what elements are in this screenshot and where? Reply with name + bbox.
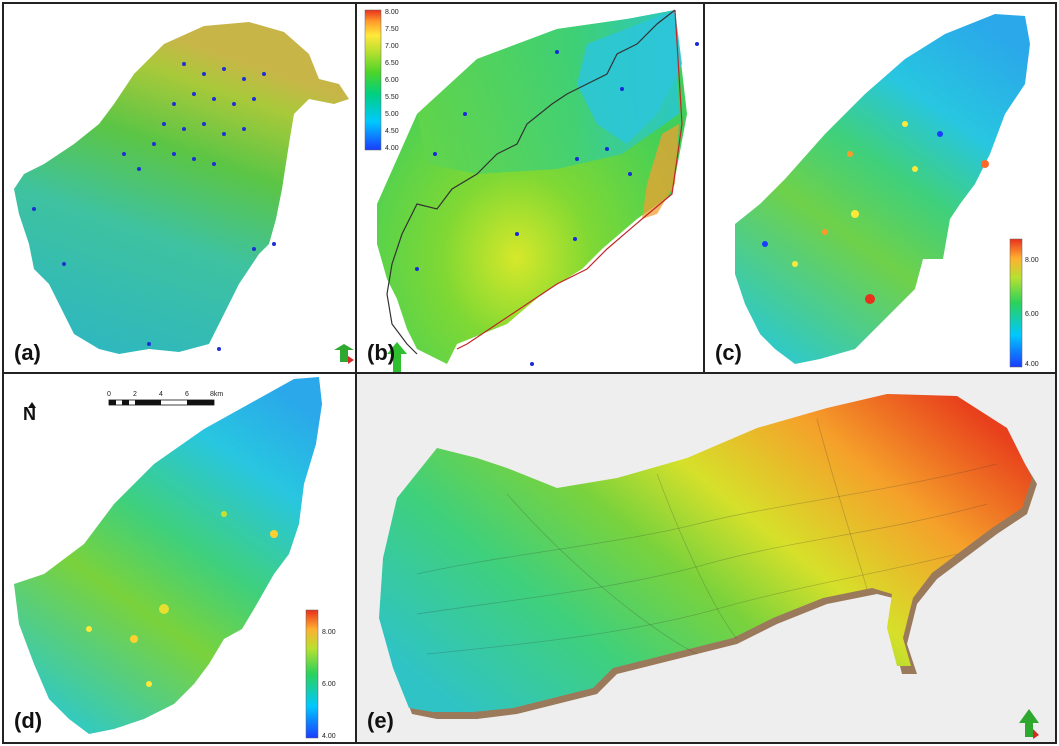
panel-e-surface: [357, 374, 1055, 742]
scale-tick: 4: [159, 391, 163, 398]
legend-b-tick: 4.00: [385, 145, 399, 152]
orientation-arrow-icon: [1019, 709, 1039, 739]
legend-b-tick: 6.50: [385, 60, 399, 67]
legend-d-tick: 4.00: [322, 733, 336, 740]
panel-b: 8.00 7.50 7.00 6.50 6.00 5.50 5.00 4.50 …: [355, 2, 705, 374]
panel-label-a: (a): [14, 340, 41, 365]
color-scale-bar-d: [305, 609, 319, 739]
legend-b-tick: 5.50: [385, 94, 399, 101]
legend-b-tick: 6.00: [385, 77, 399, 84]
surface-3d-top: [379, 394, 1032, 712]
legend-b-tick: 4.50: [385, 128, 399, 135]
contour-lines: [416, 418, 998, 655]
panel-d: N 0 2 4 6 8km 8.00 6.00 4.00 (d): [2, 372, 357, 744]
legend-c-tick: 6.00: [1025, 311, 1039, 318]
property-map-area: [735, 14, 1030, 364]
scale-tick: 2: [133, 391, 137, 398]
reservoir-grid-3d: [14, 22, 349, 354]
panel-c-map: 8.00 6.00 4.00: [735, 14, 1039, 368]
color-scale-bar-b: [364, 9, 382, 151]
panel-label-d: (d): [14, 708, 43, 733]
well-markers: [32, 62, 276, 351]
hotspot-markers-d: [86, 511, 278, 687]
well-markers-b: [415, 42, 699, 366]
panel-a-surface: [14, 22, 354, 364]
block-boundary-red: [456, 9, 683, 350]
orientation-arrow-icon: [334, 344, 354, 364]
block-boundary-line: [386, 9, 676, 355]
legend-d-tick: 8.00: [322, 629, 336, 636]
legend-b-tick: 8.00: [385, 9, 399, 16]
orientation-arrow-icon: [387, 342, 407, 372]
panel-a: (a): [2, 2, 357, 374]
panel-d-map: N 0 2 4 6 8km 8.00 6.00 4.00: [14, 377, 336, 740]
panel-label-b: (b): [367, 340, 396, 365]
scale-tick: 6: [185, 391, 189, 398]
panel-c: 8.00 6.00 4.00 (c): [703, 2, 1057, 374]
scale-bar: 0 2 4 6 8km: [107, 391, 223, 406]
panel-label-c: (c): [715, 340, 742, 365]
field-map-east-high: [642, 124, 679, 219]
legend-b-ticks: 8.00 7.50 7.00 6.50 6.00 5.50 5.00 4.50 …: [385, 9, 399, 152]
panel-b-map: 8.00 7.50 7.00 6.50 6.00 5.50 5.00 4.50 …: [364, 9, 699, 372]
legend-c-tick: 4.00: [1025, 361, 1039, 368]
legend-b-tick: 7.50: [385, 26, 399, 33]
north-label: N: [23, 404, 36, 424]
legend-d-tick: 6.00: [322, 681, 336, 688]
panel-e: (e): [355, 372, 1057, 744]
field-map-northeast: [577, 10, 682, 144]
color-scale-bar-c: [1009, 238, 1023, 368]
property-map-area-d: [14, 377, 322, 734]
legend-b-tick: 7.00: [385, 43, 399, 50]
scale-tick: 8km: [210, 391, 223, 398]
hotspot-markers: [762, 121, 989, 304]
north-arrow-icon: N: [23, 402, 36, 424]
panel-label-e: (e): [367, 708, 394, 733]
scale-tick: 0: [107, 391, 111, 398]
legend-c-tick: 8.00: [1025, 257, 1039, 264]
legend-b-tick: 5.00: [385, 111, 399, 118]
